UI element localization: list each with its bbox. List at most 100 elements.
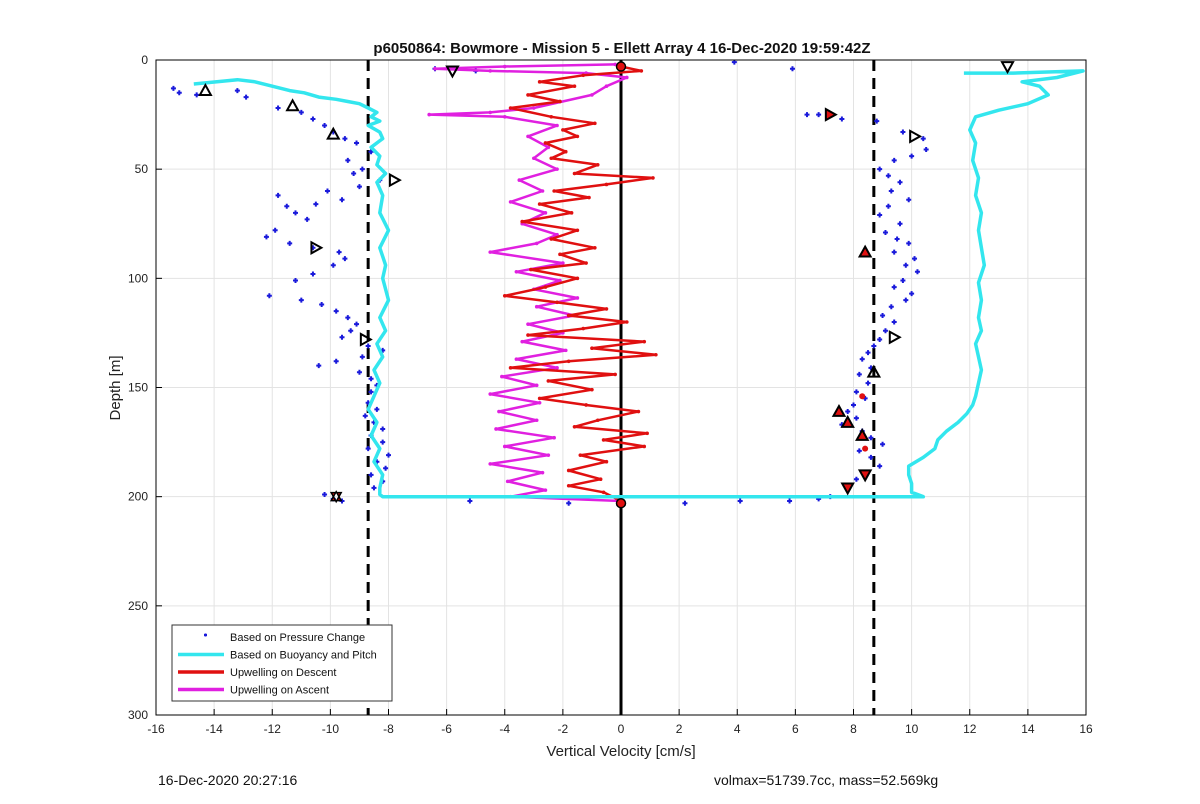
- data-point: [170, 85, 176, 91]
- data-point: [365, 446, 371, 452]
- data-point: [345, 315, 351, 321]
- data-point: [804, 112, 810, 118]
- x-tick-label: 0: [618, 722, 625, 736]
- legend-label: Based on Buoyancy and Pitch: [230, 650, 377, 662]
- data-point: [891, 319, 897, 325]
- x-tick-label: 16: [1079, 722, 1093, 736]
- data-point: [342, 256, 348, 262]
- data-point: [555, 167, 559, 171]
- data-point: [853, 415, 859, 421]
- data-point: [275, 192, 281, 198]
- data-point: [322, 491, 328, 497]
- legend-label: Upwelling on Ascent: [230, 685, 329, 697]
- data-point: [354, 140, 360, 146]
- data-point: [502, 64, 507, 69]
- data-point: [537, 400, 542, 405]
- data-point: [572, 84, 577, 88]
- x-tick-label: -6: [441, 722, 452, 736]
- data-point: [433, 66, 437, 71]
- x-tick-label: 4: [734, 722, 741, 736]
- data-point: [313, 201, 319, 207]
- data-point: [383, 465, 389, 471]
- x-tick-label: -12: [264, 722, 282, 736]
- event-marker: [329, 490, 343, 504]
- data-point: [897, 179, 903, 185]
- event-marker: [326, 126, 341, 140]
- data-point: [888, 188, 894, 194]
- x-tick-label: 6: [792, 722, 799, 736]
- series-based-on-buoyancy-and-pitch: [193, 69, 1085, 499]
- data-point: [845, 409, 851, 415]
- y-axis-label: Depth [m]: [107, 355, 124, 420]
- data-point: [374, 406, 380, 412]
- event-marker: [1000, 61, 1015, 75]
- data-point: [488, 250, 493, 254]
- chart-legend: Based on Pressure Change Based on Buoyanc…: [171, 624, 393, 702]
- data-point: [339, 197, 345, 203]
- data-point: [566, 359, 571, 364]
- data-point: [906, 197, 912, 203]
- data-point: [310, 271, 316, 277]
- data-point: [537, 202, 542, 206]
- data-point: [601, 438, 606, 442]
- data-point: [359, 354, 365, 360]
- data-point: [584, 403, 588, 407]
- data-point: [537, 396, 542, 401]
- data-point: [543, 211, 548, 215]
- data-point: [566, 468, 571, 473]
- event-marker: [445, 65, 460, 79]
- reference-lines: [366, 60, 876, 715]
- data-point: [194, 92, 200, 98]
- footer-info: volmax=51739.7cc, mass=52.569kg: [714, 772, 939, 788]
- x-tick-label: -16: [147, 722, 165, 736]
- data-point: [293, 278, 298, 284]
- data-point: [546, 145, 551, 150]
- series-upwelling-on-ascent: [427, 62, 629, 503]
- data-point: [534, 418, 539, 423]
- data-point: [566, 313, 571, 318]
- data-point: [502, 114, 507, 119]
- data-point: [877, 336, 883, 342]
- data-point: [625, 75, 629, 80]
- data-point: [537, 80, 542, 84]
- data-point: [508, 366, 513, 370]
- data-point: [529, 267, 533, 272]
- series-line: [193, 69, 1085, 499]
- data-point: [348, 328, 354, 334]
- event-marker: [855, 427, 870, 441]
- series-upwelling-on-descent: [502, 64, 658, 503]
- event-marker: [198, 83, 213, 96]
- data-point: [639, 69, 644, 73]
- data-point: [920, 136, 926, 142]
- data-point: [865, 350, 871, 356]
- data-point: [310, 116, 316, 122]
- data-point: [569, 211, 574, 215]
- x-tick-label: 12: [963, 722, 977, 736]
- data-point: [575, 276, 580, 281]
- event-marker: [857, 244, 873, 258]
- data-point: [595, 163, 600, 167]
- data-point: [520, 339, 524, 344]
- data-point: [287, 240, 293, 246]
- data-point: [593, 245, 597, 250]
- data-point: [345, 157, 351, 163]
- data-point: [604, 84, 609, 88]
- footer-timestamp: 16-Dec-2020 20:27:16: [158, 772, 298, 788]
- data-point: [914, 269, 920, 275]
- x-tick-label: 10: [905, 722, 919, 736]
- y-tick-label: 100: [128, 271, 148, 285]
- data-point: [546, 453, 551, 457]
- event-marker: [824, 107, 838, 122]
- data-point: [333, 358, 339, 364]
- x-tick-label: -8: [383, 722, 394, 736]
- data-point: [682, 500, 688, 506]
- data-point: [324, 188, 330, 194]
- data-point: [532, 156, 536, 161]
- chart-title: p6050864: Bowmore - Mission 5 - Ellett A…: [373, 40, 870, 57]
- data-point: [298, 297, 304, 303]
- data-point: [654, 352, 658, 357]
- data-point: [386, 452, 391, 458]
- data-point: [319, 302, 325, 308]
- event-marker: [359, 332, 373, 347]
